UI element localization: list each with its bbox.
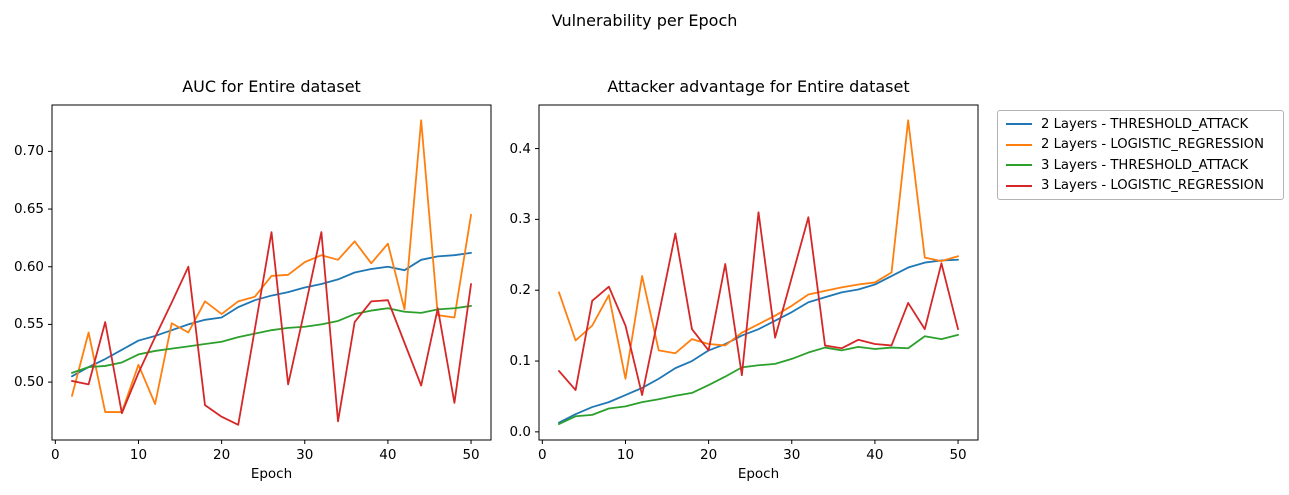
series-line-2-layers-threshold-attack (71, 251, 472, 378)
x-tick-label: 0 (51, 447, 60, 463)
y-tick-label: 0.50 (13, 374, 44, 391)
legend-item: 3 Layers - LOGISTIC_REGRESSION (1006, 176, 1283, 196)
legend-item: 2 Layers - THRESHOLD_ATTACK (1006, 114, 1283, 134)
x-tick-label: 30 (783, 447, 801, 463)
legend-label: 2 Layers - LOGISTIC_REGRESSION (1041, 137, 1264, 153)
y-tick-label: 0.65 (13, 201, 44, 218)
series-line-2-layers-threshold-attack (558, 258, 959, 424)
series-line-3-layers-logistic-regression (558, 211, 959, 396)
y-tick-label: 0.3 (509, 211, 531, 228)
axes-spines (538, 104, 979, 441)
legend-line-sample (1006, 123, 1032, 126)
y-tick-label: 0.4 (509, 140, 531, 157)
series-line-2-layers-logistic-regression (71, 119, 472, 413)
x-tick-label: 30 (296, 447, 314, 463)
x-tick-label: 50 (949, 447, 967, 463)
legend-label: 3 Layers - LOGISTIC_REGRESSION (1041, 178, 1264, 194)
y-tick-label: 0.55 (13, 316, 44, 333)
y-tick-label: 0.2 (509, 282, 531, 299)
legend-line-sample (1006, 184, 1032, 187)
x-tick-label: 10 (129, 447, 148, 463)
x-tick-label: 20 (700, 447, 718, 463)
series-line-3-layers-threshold-attack (558, 333, 959, 425)
x-axis-label-right: Epoch (737, 466, 780, 482)
x-tick-label: 20 (213, 447, 231, 463)
x-tick-label: 10 (616, 447, 635, 463)
series-line-2-layers-logistic-regression (558, 119, 959, 380)
legend-label: 3 Layers - THRESHOLD_ATTACK (1041, 157, 1249, 173)
x-tick-label: 40 (866, 447, 884, 463)
series-line-3-layers-threshold-attack (71, 305, 472, 374)
x-tick-label: 40 (379, 447, 397, 463)
legend-item: 2 Layers - LOGISTIC_REGRESSION (1006, 135, 1283, 155)
plot-title-auc: AUC for Entire dataset (182, 77, 361, 96)
figure-title: Vulnerability per Epoch (551, 11, 738, 30)
legend-label: 2 Layers - THRESHOLD_ATTACK (1041, 116, 1249, 132)
legend-item: 3 Layers - THRESHOLD_ATTACK (1006, 155, 1283, 175)
plot-title-advantage: Attacker advantage for Entire dataset (607, 77, 910, 96)
series-line-3-layers-logistic-regression (71, 231, 472, 426)
x-tick-label: 50 (462, 447, 480, 463)
legend-line-sample (1006, 143, 1032, 146)
y-tick-label: 0.60 (13, 258, 44, 275)
y-tick-label: 0.70 (13, 143, 44, 160)
y-tick-label: 0.0 (509, 423, 531, 440)
x-axis-label-left: Epoch (250, 466, 293, 482)
y-tick-label: 0.1 (509, 353, 531, 370)
axes-spines (51, 104, 492, 441)
legend-line-sample (1006, 164, 1032, 167)
legend: 2 Layers - THRESHOLD_ATTACK 2 Layers - LO… (997, 110, 1284, 200)
x-tick-label: 0 (538, 447, 547, 463)
